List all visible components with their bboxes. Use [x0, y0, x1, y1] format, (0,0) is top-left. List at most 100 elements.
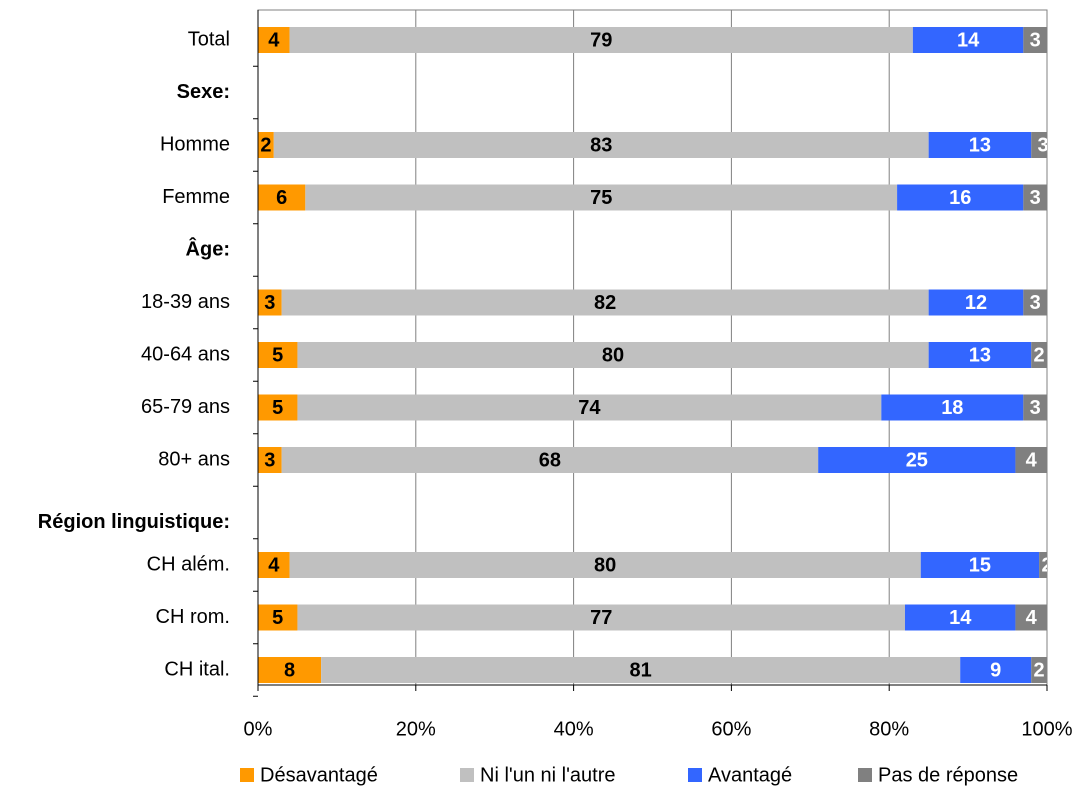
x-tick-label: 0% — [244, 718, 273, 740]
value-label: 3 — [1030, 292, 1041, 314]
value-label: 8 — [284, 659, 295, 681]
x-tick-label: 60% — [711, 718, 751, 740]
bar-segment — [1031, 342, 1047, 368]
bars: 4 79 14 32 83 13 36 75 16 33 82 12 35 80 13 25 74 18 33 68 2… — [258, 27, 1052, 683]
legend-swatch — [240, 768, 254, 782]
bar-segment — [1015, 447, 1047, 473]
bar-segment — [1023, 289, 1047, 316]
bar-segment — [305, 184, 898, 211]
bar-segment — [818, 447, 1016, 473]
value-label: 79 — [590, 29, 612, 51]
value-label: 4 — [1026, 449, 1038, 471]
bar-segment — [928, 132, 1032, 158]
bar-segment — [1031, 657, 1047, 683]
legend-label: Désavantagé — [260, 764, 378, 786]
value-label: 25 — [906, 449, 928, 471]
value-label: 2 — [260, 134, 271, 156]
bar-segment — [258, 552, 290, 578]
value-label: 15 — [969, 554, 991, 576]
bar-segment — [1023, 184, 1047, 211]
value-label: 12 — [965, 292, 987, 314]
value-label: 5 — [272, 397, 283, 419]
y-tick-label: Homme — [160, 133, 230, 155]
bar-segment — [1023, 27, 1047, 53]
value-label: 2 — [1034, 344, 1045, 366]
y-tick-label: Région linguistique: — [38, 511, 230, 533]
bar-segment — [273, 132, 929, 158]
bar-segment — [258, 184, 306, 211]
value-label: 68 — [539, 449, 561, 471]
x-tick-label: 80% — [869, 718, 909, 740]
value-label: 9 — [990, 659, 1001, 681]
bar-segment — [881, 394, 1024, 421]
bar-segment — [904, 604, 1016, 631]
bar-segment — [258, 394, 298, 421]
value-label: 2 — [1034, 659, 1045, 681]
value-label: 4 — [1026, 607, 1038, 629]
y-tick-label: Sexe: — [177, 81, 230, 103]
bar-segment — [258, 447, 282, 473]
bar-segment — [297, 342, 929, 368]
bar-segment — [297, 394, 882, 421]
value-label: 77 — [590, 607, 612, 629]
value-label: 4 — [268, 29, 280, 51]
value-label: 4 — [268, 554, 280, 576]
y-tick-label: 40-64 ans — [141, 343, 230, 365]
bar-segment — [928, 342, 1032, 368]
bar-segment — [258, 604, 298, 631]
value-label: 75 — [590, 187, 612, 209]
bar-segment — [289, 27, 913, 53]
value-label: 3 — [1030, 187, 1041, 209]
value-label: 6 — [276, 187, 287, 209]
value-label: 80 — [602, 344, 624, 366]
value-label: 5 — [272, 607, 283, 629]
bar-segment — [281, 289, 929, 316]
value-label: 82 — [594, 292, 616, 314]
y-tick-label: CH rom. — [156, 606, 230, 628]
legend-swatch — [688, 768, 702, 782]
bar-segment — [1031, 132, 1047, 158]
value-label: 14 — [949, 607, 972, 629]
bar-segment — [1023, 394, 1047, 421]
bar-segment — [960, 657, 1032, 683]
bar-segment — [258, 657, 322, 683]
bar-segment — [281, 447, 819, 473]
legend-label: Ni l'un ni l'autre — [480, 764, 615, 786]
bar-segment — [297, 604, 905, 631]
bar-segment — [258, 27, 290, 53]
bar-segment — [1039, 552, 1047, 578]
bar-segment — [258, 342, 298, 368]
bar-segment — [258, 289, 282, 316]
y-tick-label: 65-79 ans — [141, 396, 230, 418]
y-tick-label: CH ital. — [164, 658, 230, 680]
y-tick-label: Total — [188, 28, 230, 50]
legend-label: Avantagé — [708, 764, 792, 786]
y-tick-label: CH além. — [147, 553, 230, 575]
value-label: 81 — [630, 659, 652, 681]
x-tick-label: 20% — [396, 718, 436, 740]
legend-label: Pas de réponse — [878, 764, 1018, 786]
value-label: 5 — [272, 344, 283, 366]
value-label: 14 — [957, 29, 980, 51]
y-tick-label: 18-39 ans — [141, 291, 230, 313]
value-label: 13 — [969, 134, 991, 156]
value-label: 3 — [1030, 29, 1041, 51]
value-label: 3 — [264, 449, 275, 471]
bar-segment — [258, 132, 274, 158]
x-tick-label: 40% — [554, 718, 594, 740]
value-label: 3 — [1037, 134, 1048, 156]
bar-segment — [1015, 604, 1047, 631]
bar-segment — [321, 657, 961, 683]
value-label: 2 — [1041, 554, 1052, 576]
y-tick-label: Âge: — [186, 236, 230, 260]
value-label: 83 — [590, 134, 612, 156]
x-tick-label: 100% — [1021, 718, 1072, 740]
legend-swatch — [858, 768, 872, 782]
y-tick-label: Femme — [162, 186, 230, 208]
value-label: 74 — [578, 397, 601, 419]
value-label: 18 — [941, 397, 963, 419]
value-label: 13 — [969, 344, 991, 366]
value-label: 80 — [594, 554, 616, 576]
value-label: 16 — [949, 187, 971, 209]
